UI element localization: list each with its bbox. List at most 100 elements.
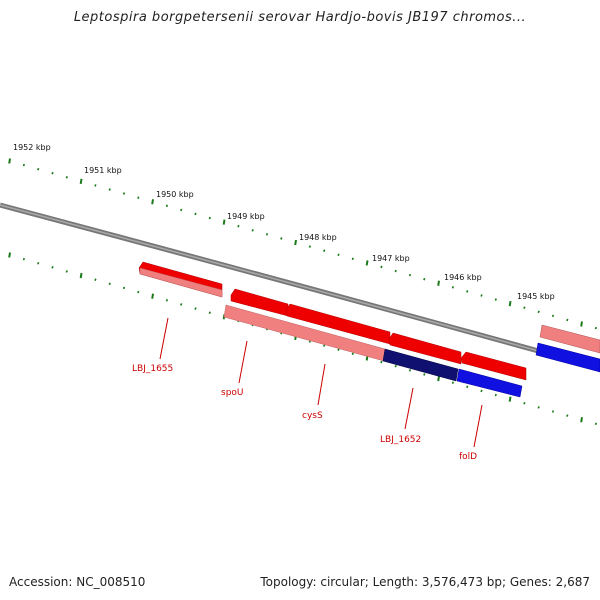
lower-tick-14 [208,311,211,314]
upper-tick-11 [165,204,169,208]
gene-label-spou[interactable]: spoU [221,388,244,398]
upper-tick-22 [323,249,326,252]
lower-tick-11 [165,299,169,302]
upper-tick-5 [79,178,83,185]
upper-tick-31 [451,286,455,289]
lower-tick-37 [537,406,540,409]
upper-tick-25 [365,260,369,266]
upper-tick-26 [380,265,383,269]
gene-label-lbj1655[interactable]: LBJ_1655 [132,364,173,374]
lower-tick-31 [451,381,455,384]
gene-label-cyss[interactable]: cysS [302,411,323,421]
gene-label-lbj1652[interactable]: LBJ_1652 [380,435,421,445]
lower-tick-38 [551,410,555,413]
upper-tick-21 [308,245,312,248]
accession-text: Accession: NC_008510 [9,575,146,589]
upper-tick-track [8,158,598,330]
upper-tick-29 [423,277,426,281]
map-title: Leptospira borgpetersenii serovar Hardjo… [73,10,527,25]
upper-tick-10 [151,199,154,205]
upper-tick-13 [194,212,197,216]
upper-tick-15 [222,219,226,225]
lower-tick-9 [137,290,140,294]
upper-tick-20 [294,239,297,246]
scale-label-1952: 1952 kbp [13,143,51,152]
lower-tick-26 [380,360,383,364]
gene-label-fold[interactable]: folD [459,452,477,462]
lower-tick-3 [51,266,54,269]
gene-label-leaders [159,317,483,448]
lower-tick-1 [22,257,26,261]
feature-light-lbj1655[interactable] [139,267,223,298]
upper-tick-28 [408,273,412,277]
reverse-strand-genes [139,267,600,398]
upper-tick-9 [137,196,140,199]
gene-feature-fold[interactable] [460,351,527,381]
upper-tick-6 [94,184,97,187]
upper-tick-8 [122,192,126,195]
lower-tick-41 [594,422,598,426]
upper-tick-35 [508,300,512,307]
scale-label-1948: 1948 kbp [299,233,337,242]
lower-tick-5 [79,272,83,279]
upper-tick-0 [8,158,11,164]
lower-tick-27 [394,364,397,368]
gene-feature-right-pink[interactable] [539,324,600,354]
upper-tick-18 [265,233,269,236]
upper-tick-38 [551,314,555,318]
upper-tick-16 [237,224,240,228]
lower-tick-4 [65,270,68,273]
lower-tick-22 [323,344,326,347]
scale-label-1945: 1945 kbp [517,292,555,301]
lower-tick-39 [566,414,569,417]
lower-tick-6 [94,278,97,282]
forward-strand-genes [138,261,600,381]
gene-feature-cyss[interactable] [285,303,391,345]
genome-summary-text: Topology: circular; Length: 3,576,473 bp… [260,575,590,589]
lower-tick-34 [494,393,497,397]
lower-tick-7 [108,282,111,286]
upper-tick-3 [51,171,54,175]
chromosome-backbone-highlight [0,204,600,369]
upper-tick-17 [251,228,254,232]
feature-dark-lbj1652[interactable] [382,348,459,382]
lower-tick-10 [151,293,154,299]
lower-tick-36 [523,401,526,405]
scale-label-1951: 1951 kbp [84,166,122,175]
upper-tick-36 [523,306,526,310]
scale-labels: 1952 kbp 1951 kbp 1950 kbp 1949 kbp 1948… [13,143,555,301]
lower-tick-24 [351,352,354,356]
feature-blue-fold[interactable] [456,368,523,398]
lower-tick-29 [423,373,426,376]
upper-tick-34 [494,298,497,301]
upper-tick-1 [22,163,26,167]
gene-feature-spou[interactable] [230,288,289,317]
lower-tick-23 [337,348,340,352]
upper-tick-32 [466,290,469,293]
gene-feature-lbj1652[interactable] [388,332,462,365]
gene-labels: LBJ_1655 spoU cysS LBJ_1652 folD [132,364,477,462]
lower-tick-8 [122,286,126,290]
upper-tick-2 [37,167,40,171]
lower-tick-12 [180,303,183,306]
upper-tick-12 [180,208,183,212]
feature-blue-right[interactable] [535,342,600,373]
upper-tick-4 [65,176,68,179]
upper-tick-14 [208,216,211,220]
lower-tick-30 [437,375,440,382]
upper-tick-30 [437,280,440,286]
scale-label-1950: 1950 kbp [156,190,194,199]
lower-tick-32 [466,385,469,389]
upper-tick-40 [580,321,583,327]
scale-label-1949: 1949 kbp [227,212,265,221]
upper-tick-37 [537,310,540,314]
scale-label-1947: 1947 kbp [372,254,410,263]
upper-tick-33 [480,294,483,297]
upper-tick-39 [566,318,569,322]
lower-tick-33 [480,389,483,393]
lower-tick-2 [37,261,40,265]
upper-tick-27 [394,269,397,273]
upper-tick-19 [280,237,283,240]
lower-tick-13 [194,307,197,310]
